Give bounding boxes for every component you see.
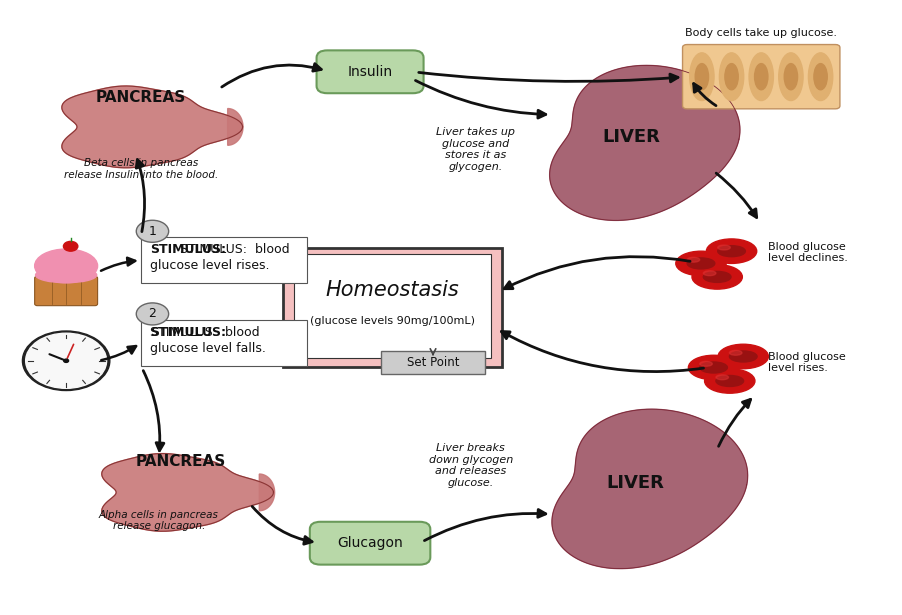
Text: Glucagon: Glucagon — [337, 536, 403, 550]
Ellipse shape — [700, 362, 727, 373]
Text: Body cells take up glucose.: Body cells take up glucose. — [686, 28, 837, 38]
FancyBboxPatch shape — [683, 44, 840, 109]
Ellipse shape — [730, 351, 757, 362]
Polygon shape — [102, 453, 273, 531]
Ellipse shape — [730, 351, 742, 355]
Text: Beta cells in pancreas
release Insulin into the blood.: Beta cells in pancreas release Insulin i… — [64, 158, 218, 180]
Polygon shape — [552, 409, 748, 569]
Ellipse shape — [63, 241, 78, 251]
Ellipse shape — [749, 53, 773, 100]
Ellipse shape — [755, 63, 768, 90]
Text: STIMULUS:: STIMULUS: — [150, 326, 226, 339]
Ellipse shape — [704, 271, 731, 282]
Text: LIVER: LIVER — [602, 129, 659, 146]
Text: (glucose levels 90mg/100mL): (glucose levels 90mg/100mL) — [310, 316, 475, 326]
Text: Alpha cells in pancreas
release glucagon.: Alpha cells in pancreas release glucagon… — [99, 510, 218, 531]
Text: Homeostasis: Homeostasis — [326, 280, 459, 300]
Text: Blood glucose
level rises.: Blood glucose level rises. — [769, 352, 846, 373]
Text: PANCREAS: PANCREAS — [136, 454, 226, 469]
Ellipse shape — [718, 344, 769, 369]
Ellipse shape — [704, 369, 755, 393]
Ellipse shape — [688, 355, 739, 379]
Ellipse shape — [700, 362, 713, 367]
Text: Blood glucose
level declines.: Blood glucose level declines. — [769, 242, 848, 263]
Circle shape — [136, 303, 169, 325]
FancyBboxPatch shape — [294, 254, 492, 358]
Ellipse shape — [676, 251, 726, 276]
Text: PANCREAS: PANCREAS — [96, 90, 186, 105]
Polygon shape — [227, 108, 243, 145]
Circle shape — [136, 220, 169, 242]
Text: STIMULUS:: STIMULUS: — [150, 244, 226, 256]
Ellipse shape — [718, 245, 745, 256]
Ellipse shape — [35, 268, 97, 283]
Ellipse shape — [720, 53, 744, 100]
Text: 1: 1 — [149, 224, 156, 238]
Text: Insulin: Insulin — [347, 65, 392, 79]
Text: STIMULUS:  blood: STIMULUS: blood — [150, 326, 260, 339]
Ellipse shape — [690, 53, 714, 100]
Ellipse shape — [814, 63, 827, 90]
Ellipse shape — [34, 249, 97, 283]
Circle shape — [64, 359, 69, 362]
FancyBboxPatch shape — [382, 351, 484, 375]
Polygon shape — [259, 474, 274, 511]
Text: LIVER: LIVER — [606, 474, 664, 492]
Ellipse shape — [687, 258, 714, 269]
Ellipse shape — [687, 257, 700, 262]
FancyBboxPatch shape — [141, 320, 307, 366]
Ellipse shape — [725, 63, 738, 90]
FancyBboxPatch shape — [317, 50, 424, 93]
Ellipse shape — [808, 53, 833, 100]
Text: STIMULUS:  blood: STIMULUS: blood — [180, 244, 290, 256]
Ellipse shape — [692, 264, 742, 289]
FancyBboxPatch shape — [34, 276, 97, 306]
Text: Liver breaks
down glycogen
and releases
glucose.: Liver breaks down glycogen and releases … — [428, 443, 513, 488]
Ellipse shape — [716, 375, 729, 379]
Text: glucose level rises.: glucose level rises. — [150, 259, 270, 272]
Text: glucose level falls.: glucose level falls. — [150, 342, 265, 355]
Ellipse shape — [718, 245, 731, 250]
FancyBboxPatch shape — [309, 522, 430, 565]
Circle shape — [25, 333, 106, 388]
Text: Liver takes up
glucose and
stores it as
glycogen.: Liver takes up glucose and stores it as … — [436, 127, 515, 172]
FancyBboxPatch shape — [283, 248, 502, 367]
FancyBboxPatch shape — [141, 237, 307, 283]
Ellipse shape — [704, 271, 716, 276]
Text: 2: 2 — [149, 308, 156, 320]
Polygon shape — [62, 86, 243, 168]
Ellipse shape — [716, 375, 743, 386]
Ellipse shape — [695, 63, 709, 90]
Text: Set Point: Set Point — [407, 356, 459, 369]
Circle shape — [23, 331, 110, 391]
Polygon shape — [549, 65, 740, 220]
Ellipse shape — [706, 239, 757, 263]
Ellipse shape — [778, 53, 803, 100]
Ellipse shape — [784, 63, 797, 90]
